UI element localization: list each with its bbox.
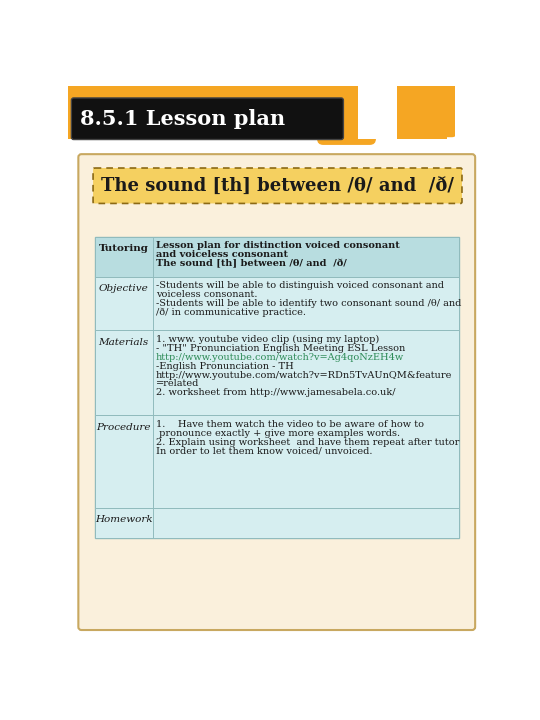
Bar: [358, 86, 397, 139]
Text: Materials: Materials: [99, 338, 149, 347]
FancyBboxPatch shape: [317, 80, 376, 145]
Text: Homework: Homework: [95, 516, 152, 524]
Text: -English Pronunciation - TH: -English Pronunciation - TH: [156, 361, 294, 371]
Bar: [94, 330, 459, 415]
FancyBboxPatch shape: [71, 98, 343, 140]
Text: 1.    Have them watch the video to be aware of how to: 1. Have them watch the video to be aware…: [156, 420, 424, 429]
Bar: [455, 86, 486, 143]
Text: /ð/ in communicative practice.: /ð/ in communicative practice.: [156, 307, 306, 317]
FancyBboxPatch shape: [78, 154, 475, 630]
Text: http://www.youtube.com/watch?v=RDn5TvAUnQM&feature: http://www.youtube.com/watch?v=RDn5TvAUn…: [156, 371, 452, 379]
Bar: [94, 237, 459, 276]
Text: pronounce exactly + give more examples words.: pronounce exactly + give more examples w…: [156, 428, 400, 438]
Polygon shape: [389, 86, 447, 139]
Text: Lesson plan for distinction voiced consonant: Lesson plan for distinction voiced conso…: [156, 241, 400, 250]
FancyBboxPatch shape: [379, 84, 456, 138]
Bar: [68, 86, 486, 139]
Text: and voiceless consonant: and voiceless consonant: [156, 250, 288, 259]
Bar: [94, 237, 459, 539]
Text: 8.5.1 Lesson plan: 8.5.1 Lesson plan: [80, 109, 285, 129]
Polygon shape: [68, 86, 358, 139]
Text: 1. www. youtube video clip (using my laptop): 1. www. youtube video clip (using my lap…: [156, 335, 379, 344]
Text: =related: =related: [156, 379, 199, 388]
Text: The sound [th] between /θ/ and  /ð/: The sound [th] between /θ/ and /ð/: [101, 176, 454, 194]
Text: Procedure: Procedure: [97, 423, 151, 432]
Text: 2. Explain using worksheet  and have them repeat after tutor: 2. Explain using worksheet and have them…: [156, 438, 459, 446]
Text: Objective: Objective: [99, 284, 148, 293]
Bar: [68, 86, 486, 139]
Bar: [94, 508, 459, 539]
Text: voiceless consonant.: voiceless consonant.: [156, 290, 258, 299]
Text: -Students will be able to distinguish voiced consonant and: -Students will be able to distinguish vo…: [156, 282, 444, 290]
Text: In order to let them know voiced/ unvoiced.: In order to let them know voiced/ unvoic…: [156, 446, 373, 455]
Text: - "TH" Pronunciation English Meeting ESL Lesson: - "TH" Pronunciation English Meeting ESL…: [156, 344, 405, 353]
FancyBboxPatch shape: [93, 168, 462, 204]
Text: 2. worksheet from http://www.jamesabela.co.uk/: 2. worksheet from http://www.jamesabela.…: [156, 388, 395, 397]
Bar: [94, 276, 459, 330]
Text: The sound [th] between /θ/ and  /ð/: The sound [th] between /θ/ and /ð/: [156, 259, 347, 268]
Text: http://www.youtube.com/watch?v=Ag4qoNzEH4w: http://www.youtube.com/watch?v=Ag4qoNzEH…: [156, 353, 404, 362]
Bar: [94, 415, 459, 508]
Text: Tutoring: Tutoring: [99, 244, 148, 253]
Text: -Students will be able to identify two consonant sound /θ/ and: -Students will be able to identify two c…: [156, 299, 461, 308]
